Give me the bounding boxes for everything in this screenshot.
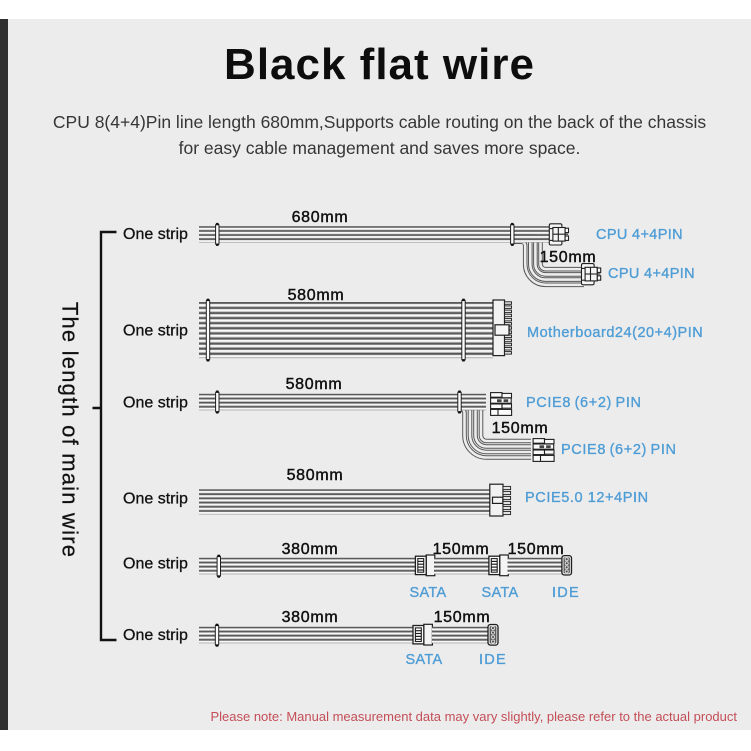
svg-text:PCIE5.0 12+4PIN: PCIE5.0 12+4PIN <box>525 490 649 506</box>
svg-text:380mm: 380mm <box>282 541 339 558</box>
svg-text:One strip: One strip <box>123 226 188 243</box>
svg-text:CPU 4+4PIN: CPU 4+4PIN <box>596 227 683 243</box>
svg-text:380mm: 380mm <box>282 609 339 626</box>
svg-text:SATA: SATA <box>482 585 519 601</box>
svg-text:580mm: 580mm <box>286 376 343 393</box>
svg-text:IDE: IDE <box>552 585 580 601</box>
svg-text:PCIE8 (6+2) PIN: PCIE8 (6+2) PIN <box>526 395 642 411</box>
svg-text:150mm: 150mm <box>492 420 549 437</box>
svg-text:The length of main wire: The length of main wire <box>58 302 83 558</box>
svg-text:One strip: One strip <box>123 491 188 508</box>
svg-text:One strip: One strip <box>123 556 188 573</box>
svg-text:150mm: 150mm <box>433 541 490 558</box>
svg-text:One strip: One strip <box>123 323 188 340</box>
svg-text:150mm: 150mm <box>508 541 565 558</box>
svg-text:One strip: One strip <box>123 395 188 412</box>
svg-text:CPU 4+4PIN: CPU 4+4PIN <box>608 266 695 282</box>
svg-text:150mm: 150mm <box>434 609 491 626</box>
svg-text:SATA: SATA <box>410 585 447 601</box>
svg-text:IDE: IDE <box>479 652 507 668</box>
svg-text:One strip: One strip <box>123 627 188 644</box>
svg-text:SATA: SATA <box>406 652 443 668</box>
svg-text:150mm: 150mm <box>540 249 597 266</box>
svg-text:680mm: 680mm <box>292 209 349 226</box>
svg-text:Motherboard24(20+4)PIN: Motherboard24(20+4)PIN <box>527 325 703 341</box>
svg-text:PCIE8 (6+2) PIN: PCIE8 (6+2) PIN <box>561 442 677 458</box>
svg-text:580mm: 580mm <box>288 287 345 304</box>
svg-text:580mm: 580mm <box>287 467 344 484</box>
